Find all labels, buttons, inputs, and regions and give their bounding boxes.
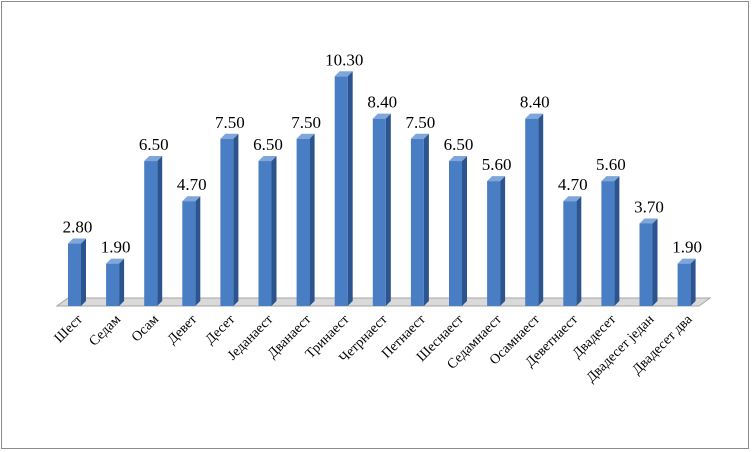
bar-front [258,161,272,306]
data-label: 3.70 [634,197,664,216]
category-label: Двадесет један [584,312,658,386]
bar-front [372,118,386,307]
data-label: 8.40 [520,93,550,112]
bar-side [576,196,582,306]
bar [525,113,544,307]
data-label: 2.80 [63,218,93,237]
bar [601,176,620,306]
bar-top [563,196,582,202]
bar-side [195,196,201,306]
bar-side [690,258,696,306]
data-labels: 2.80 1.90 6.50 4.70 7.50 6.50 7.50 10.30 8.40 7.5… [63,50,702,256]
bar [334,71,353,306]
data-label: 5.60 [596,155,626,174]
bar-side [271,156,277,306]
bar-front [525,118,539,307]
data-label: 7.50 [291,113,321,132]
bar-top [677,258,696,264]
data-label: 8.40 [367,93,397,112]
data-label: 1.90 [101,238,131,257]
bar-side [157,156,163,306]
bar [106,258,125,306]
bar [258,156,277,306]
bars [68,71,696,307]
data-label: 7.50 [215,113,245,132]
bar-top [334,71,353,77]
category-label: Шест [52,312,86,346]
category-label: Седам [87,312,124,349]
data-label: 7.50 [406,113,436,132]
data-label: 4.70 [558,175,588,194]
bar [563,196,582,306]
bar-top [68,238,86,244]
bar-side [385,113,391,307]
bar-top [639,218,658,224]
bar [68,238,86,306]
bar-front [182,201,196,306]
bar-top [449,156,467,162]
bar [144,156,163,306]
bar-front [563,201,577,306]
bar [487,176,506,306]
bar-top [372,113,391,119]
data-label: 1.90 [672,238,702,257]
bar [449,156,467,306]
category-label: Десет [203,312,238,347]
data-label: 5.60 [482,155,512,174]
bar [639,218,658,306]
category-label: Девет [165,312,200,347]
bar [677,258,696,306]
bar-top [220,133,239,139]
bar-front [677,263,691,306]
bar-top [487,176,506,182]
category-labels: Шест Седам Осам Девет ДесетЈеданаестДванаест… [52,312,696,386]
bar [372,113,391,307]
bar-top [106,258,125,264]
bar-front [487,181,501,306]
bar-front [144,161,158,306]
bar-side [652,218,658,306]
bar-side [309,133,315,306]
bar-top [525,113,544,119]
bar-side [81,238,86,306]
bar-front [106,263,120,306]
bar-side [233,133,239,306]
bar [296,133,315,306]
data-label: 4.70 [177,175,207,194]
bar-top [182,196,201,202]
bar-top [410,133,429,139]
data-label: 10.30 [325,50,363,69]
bar-front [639,223,653,306]
data-label: 6.50 [253,135,283,154]
bar [410,133,429,306]
bar-side [614,176,620,306]
data-label: 6.50 [139,135,169,154]
bar-side [119,258,125,306]
bar-front [449,161,462,306]
bar-front [601,181,615,306]
bar-side [423,133,429,306]
category-label: Осам [129,312,162,345]
bar-front [220,138,234,306]
bar [220,133,239,306]
bar-side [500,176,506,306]
bar-front [296,138,310,306]
bar-top [601,176,620,182]
bar-front [68,243,81,306]
bar-side [462,156,467,306]
bar-top [258,156,277,162]
bar-side [347,71,353,306]
bar-front [410,138,424,306]
data-label: 6.50 [444,135,474,154]
bar-top [144,156,163,162]
bar-top [296,133,315,139]
bar-side [538,113,544,307]
bar [182,196,201,306]
bar-front [334,76,348,306]
